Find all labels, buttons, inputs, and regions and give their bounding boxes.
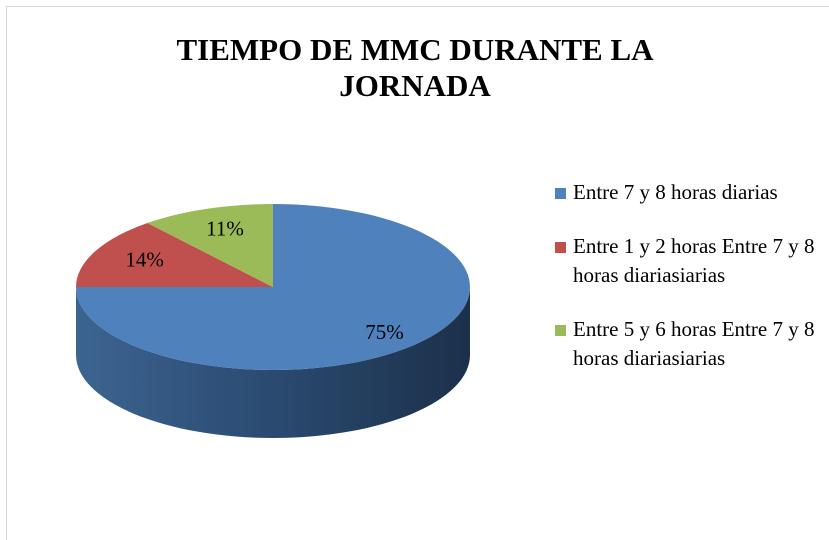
chart-frame [6, 6, 829, 540]
legend: Entre 7 y 8 horas diarias Entre 1 y 2 hor… [555, 178, 825, 398]
data-label: 11% [206, 217, 244, 241]
chart-title: TIEMPO DE MMC DURANTE LA JORNADA [176, 32, 654, 103]
pie-slice [76, 223, 273, 287]
legend-label: Entre 7 y 8 horas diarias [573, 180, 778, 204]
legend-label: Entre 1 y 2 horas Entre 7 y 8 horas diar… [573, 234, 815, 287]
legend-swatch [555, 188, 566, 199]
legend-item: Entre 1 y 2 horas Entre 7 y 8 horas diar… [555, 232, 825, 290]
legend-swatch [555, 325, 566, 336]
pie-slice [147, 204, 273, 287]
data-label: 14% [125, 247, 164, 271]
legend-item: Entre 7 y 8 horas diarias [555, 178, 825, 207]
data-label: 75% [365, 320, 404, 344]
pie-side [76, 287, 470, 438]
legend-swatch [555, 242, 566, 253]
legend-item: Entre 5 y 6 horas Entre 7 y 8 horas diar… [555, 315, 825, 373]
legend-label: Entre 5 y 6 horas Entre 7 y 8 horas diar… [573, 317, 815, 370]
